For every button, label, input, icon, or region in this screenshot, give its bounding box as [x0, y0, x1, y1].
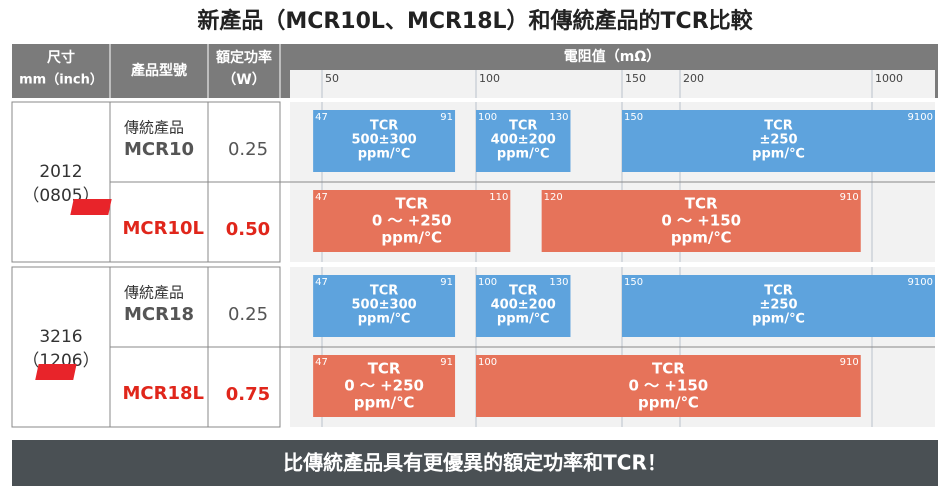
model: MCR18L [122, 383, 204, 404]
size-mm: 3216 [39, 327, 82, 347]
header-size-unit: mm（inch） [19, 72, 103, 88]
bar-label: 400±200 [491, 298, 556, 313]
badge-bg [35, 364, 77, 380]
footer-bg [12, 440, 938, 486]
bar-label: ppm/℃ [752, 312, 805, 327]
bar-label: 500±300 [352, 133, 417, 148]
kind: 傳統產品 [124, 119, 184, 137]
power: 0.50 [226, 219, 270, 240]
range-bar [476, 275, 571, 337]
bar-label: 500±300 [352, 298, 417, 313]
header-size: 尺寸 [47, 49, 75, 66]
bar-label: ppm/℃ [671, 229, 732, 247]
bar-label: ppm/℃ [358, 147, 411, 162]
x-tick-label: 50 [325, 72, 339, 85]
x-tick-label: 150 [625, 72, 646, 85]
header-power-unit: （W） [222, 72, 265, 88]
bar-label: 0 ～ +150 [628, 377, 708, 395]
range-from: 47 [315, 112, 328, 123]
model: MCR10 [124, 139, 194, 160]
range-bar [622, 110, 935, 172]
power: 0.75 [226, 384, 270, 405]
range-to: 130 [549, 112, 568, 123]
title: 新產品（MCR10L、MCR18L）和傳統產品的TCR比較 [197, 8, 753, 34]
axis-bg [290, 70, 935, 98]
range-from: 100 [478, 357, 497, 368]
bar-label: 0 ～ +250 [344, 377, 424, 395]
bar-label: TCR [764, 284, 792, 299]
model: MCR18 [124, 304, 194, 325]
header-power: 額定功率 [215, 49, 272, 66]
badge: New [122, 366, 155, 381]
range-from: 100 [478, 112, 497, 123]
size-mm: 2012 [39, 162, 82, 182]
bar-label: ±250 [759, 298, 797, 313]
range-from: 47 [315, 192, 328, 203]
range-from: 120 [544, 192, 563, 203]
range-bar [313, 110, 456, 172]
range-to: 91 [440, 357, 453, 368]
footer: 比傳統產品具有更優異的額定功率和TCR！ [283, 451, 667, 475]
range-to: 110 [489, 192, 508, 203]
bar-label: TCR [652, 360, 685, 378]
range-from: 100 [478, 277, 497, 288]
range-from: 150 [624, 112, 643, 123]
range-to: 9100 [908, 277, 933, 288]
bar-label: ppm/℃ [497, 147, 550, 162]
range-to: 91 [440, 112, 453, 123]
bar-label: TCR [509, 284, 537, 299]
range-bar [313, 275, 456, 337]
bar-label: ±250 [759, 133, 797, 148]
bar-label: TCR [395, 195, 428, 213]
bar-label: ppm/℃ [381, 229, 442, 247]
range-from: 150 [624, 277, 643, 288]
range-bar [476, 110, 571, 172]
range-to: 91 [440, 277, 453, 288]
bar-label: ppm/℃ [752, 147, 805, 162]
bar-label: TCR [370, 284, 398, 299]
range-from: 47 [315, 277, 328, 288]
bar-label: ppm/℃ [497, 312, 550, 327]
bar-label: 400±200 [491, 133, 556, 148]
bar-label: TCR [764, 119, 792, 134]
header-resistance: 電阻值（mΩ） [564, 48, 661, 65]
range-to: 910 [840, 357, 859, 368]
range-to: 910 [840, 192, 859, 203]
range-bar [541, 190, 861, 252]
header-model: 產品型號 [130, 62, 187, 79]
kind: 傳統產品 [124, 284, 184, 302]
bar-label: ppm/℃ [358, 312, 411, 327]
x-tick-label: 100 [479, 72, 500, 85]
bar-label: TCR [368, 360, 401, 378]
bar-label: TCR [370, 119, 398, 134]
bar-label: TCR [685, 195, 718, 213]
range-bar [313, 190, 511, 252]
x-tick-label: 1000 [875, 72, 903, 85]
range-bar [622, 275, 935, 337]
range-bar [313, 355, 456, 417]
bar-label: 0 ～ +150 [661, 212, 741, 230]
model: MCR10L [122, 218, 204, 239]
bar-label: ppm/℃ [638, 394, 699, 412]
x-tick-label: 200 [683, 72, 704, 85]
range-to: 130 [549, 277, 568, 288]
badge: New [122, 201, 155, 216]
range-to: 9100 [908, 112, 933, 123]
power: 0.25 [228, 304, 268, 325]
bar-label: 0 ～ +250 [372, 212, 452, 230]
range-bar [476, 355, 861, 417]
range-from: 47 [315, 357, 328, 368]
bar-label: ppm/℃ [354, 394, 415, 412]
bar-label: TCR [509, 119, 537, 134]
badge-bg [70, 199, 112, 215]
power: 0.25 [228, 139, 268, 160]
